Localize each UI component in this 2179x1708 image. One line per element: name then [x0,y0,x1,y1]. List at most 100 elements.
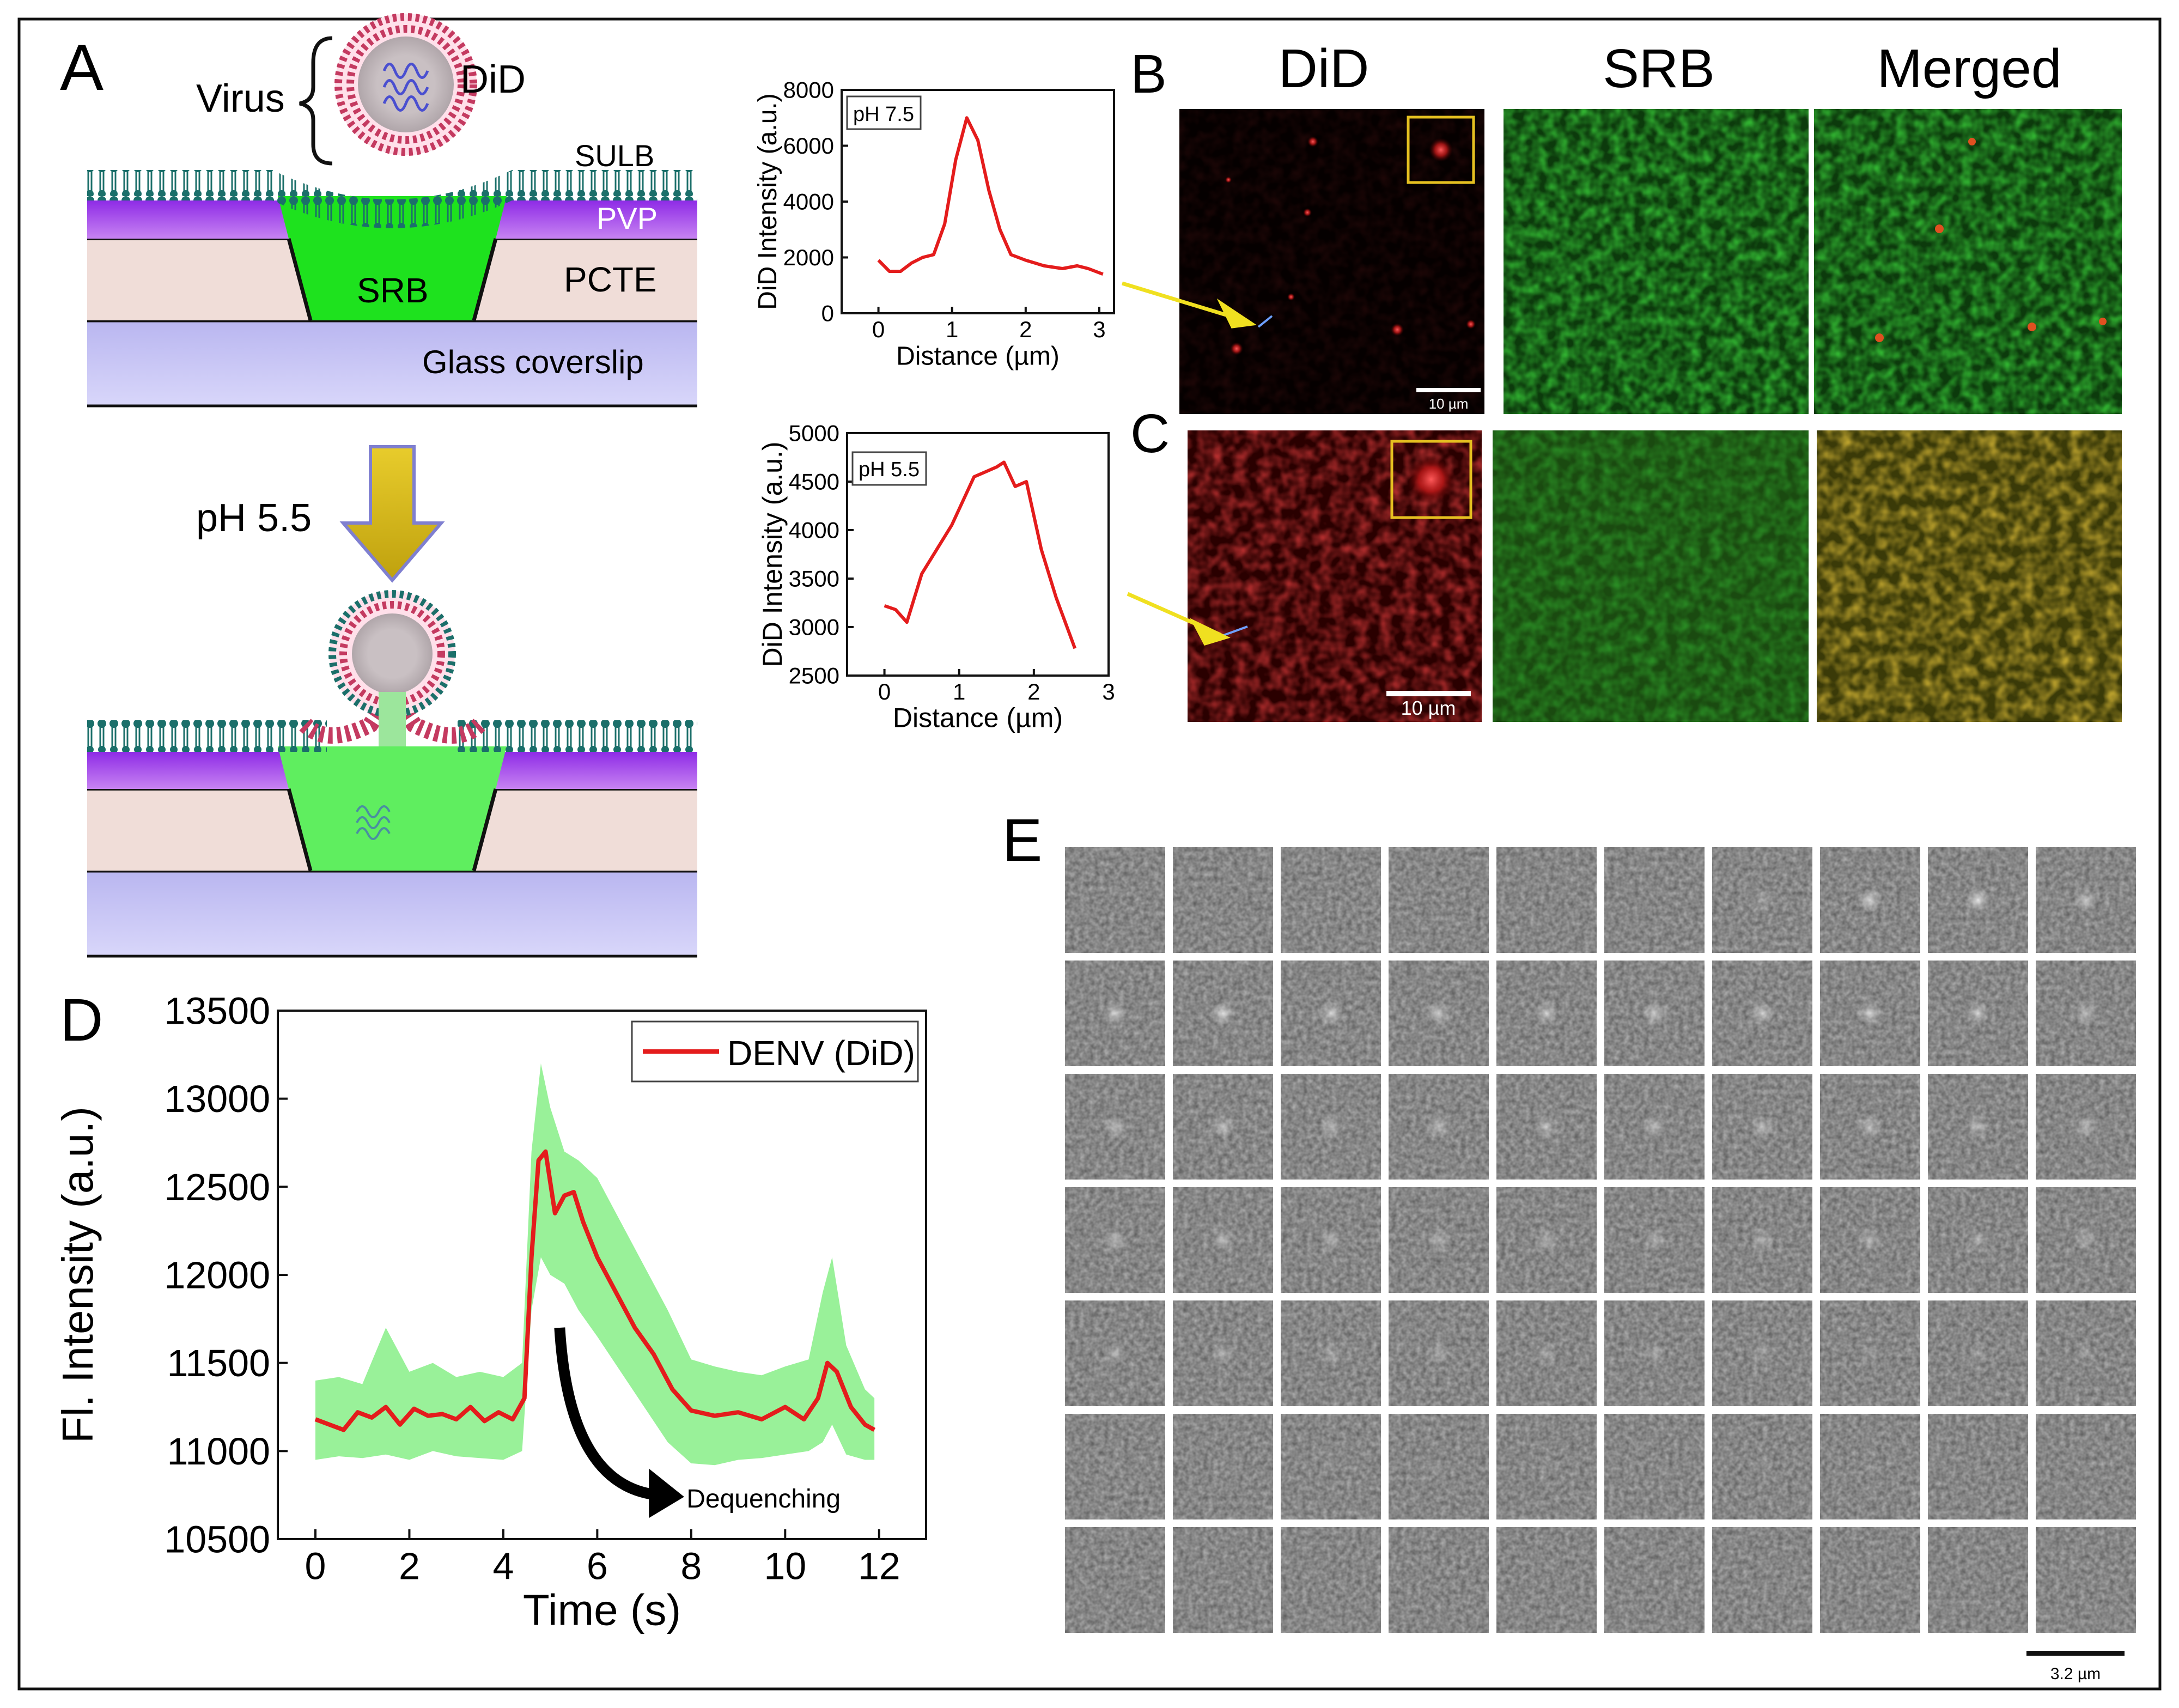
y-tick-label: 4000 [789,518,839,543]
virus-particle-top [334,13,477,156]
fluorescent-spot [1103,1341,1127,1365]
fluorescent-spot [1319,1115,1343,1139]
fluorescent-spot [1211,1115,1235,1139]
montage-frame [1389,847,1489,953]
fluorescent-spot [1750,1341,1774,1365]
pvp-label: PVP [597,201,658,235]
image-b-srb [1504,109,1809,414]
montage-frame [1173,1300,1273,1406]
montage-frame [1065,847,1165,953]
montage-frame [1173,1187,1273,1293]
fluorescent-spot [1211,1341,1235,1365]
ph-arrow-icon [339,445,445,583]
annotation-dequenching: Dequenching [686,1485,841,1514]
fluorescent-spot [1535,1341,1559,1365]
glass-layer-bottom [87,871,697,955]
y-tick-label: 2500 [789,663,839,689]
fluorescent-spot [1750,1455,1774,1479]
x-tick-label: 2 [1019,317,1032,342]
ph-label: pH 5.5 [196,496,312,540]
image-b-did: 10 µm [1179,109,1484,414]
fluorescent-spot [1858,1115,1882,1139]
montage-frame [1173,847,1273,953]
fluorescent-spot [2074,1341,2098,1365]
col-header-merged: Merged [1877,38,2061,99]
y-tick-label: 3500 [789,566,839,592]
fluorescent-spot [1103,1001,1127,1025]
fluorescent-spot [1750,1001,1774,1025]
montage-frame [1281,1300,1381,1406]
scale-bar-c-label: 10 µm [1401,697,1456,719]
fluorescent-spot [1750,1228,1774,1252]
y-tick-label: 4500 [789,469,839,495]
series-line [884,460,1077,649]
panel-d-time-trace: D 0 2 4 6 8 10 12 10500 11000 11500 12000 12500 1300… [53,987,927,1634]
did-label: DiD [460,58,526,101]
montage-scale-label: 3.2 µm [2050,1665,2101,1683]
x-tick-label: 12 [858,1545,900,1588]
montage-frame [1820,1527,1920,1633]
montage-frame [2036,961,2136,1066]
x-tick-label: 3 [1093,317,1105,342]
fluorescent-spot [1966,888,1990,912]
y-axis-label: DiD Intensity (a.u.) [753,93,782,309]
y-tick-label: 4000 [783,189,834,215]
montage-frame [1820,847,1920,953]
legend-label: DENV (DiD) [727,1034,915,1073]
fluorescent-spot [1319,1001,1343,1025]
frame-noise [1173,847,1273,953]
sulb-bilayer-bottom-left [87,720,327,752]
montage-frame [1604,1300,1705,1406]
x-axis-label: Distance (µm) [896,342,1060,371]
y-tick-label: 12000 [164,1254,270,1297]
srb-pore-top [278,196,507,320]
x-tick-label: 1 [953,679,965,704]
frame-noise [1820,1527,1920,1633]
series-line [314,1149,876,1432]
montage-frame [1820,1074,1920,1180]
fluorescent-spot [2074,1001,2098,1025]
fluorescent-spot [1642,1341,1666,1365]
fluorescent-spot [1427,1455,1451,1479]
montage-frame [1712,847,1812,953]
sulb-label: SULB [575,138,654,173]
montage-frame [1389,1187,1489,1293]
y-axis-label: Fl. Intensity (a.u.) [53,1107,102,1443]
montage-frame [1496,1187,1597,1293]
fluorescent-spot [1642,1001,1666,1025]
fluorescent-spot [1103,1455,1127,1479]
fluorescent-spot [1319,1228,1343,1252]
virus-brace [299,36,333,166]
montage-frame [1712,1527,1812,1633]
y-tick-label: 5000 [789,421,839,446]
dequenching-arrow-icon [554,1327,659,1501]
fluorescent-spot [1319,1455,1343,1479]
montage-frame [1496,961,1597,1066]
y-tick-label: 12500 [164,1166,270,1208]
fluorescent-spot [1211,1455,1235,1479]
montage-frame [1820,1300,1920,1406]
montage-frame [1604,847,1705,953]
montage-frame [1604,1187,1705,1293]
virus-particle-fusing [328,590,456,746]
fluorescent-spot [1966,1341,1990,1365]
montage-frame [1065,1527,1165,1633]
montage-frame [1389,1414,1489,1519]
fluorescent-spot [1858,1455,1882,1479]
montage-frame [1065,1414,1165,1519]
pcte-label: PCTE [564,260,657,299]
montage-frame [1928,1187,2028,1293]
frame-noise [1928,1527,2028,1633]
montage-frame [1604,1074,1705,1180]
x-axis-label: Distance (µm) [893,703,1063,733]
fluorescent-spot [1858,1228,1882,1252]
x-tick-label: 2 [399,1545,420,1588]
dequenching-arrowhead-icon [649,1468,684,1518]
panel-e-montage: E 3.2 µm [1002,807,2136,1683]
montage-frame [2036,1527,2136,1633]
scale-bar-b-label: 10 µm [1429,396,1469,412]
fluorescent-spot [1211,1001,1235,1025]
x-tick-label: 0 [305,1545,326,1588]
fluorescent-spot [1427,1115,1451,1139]
